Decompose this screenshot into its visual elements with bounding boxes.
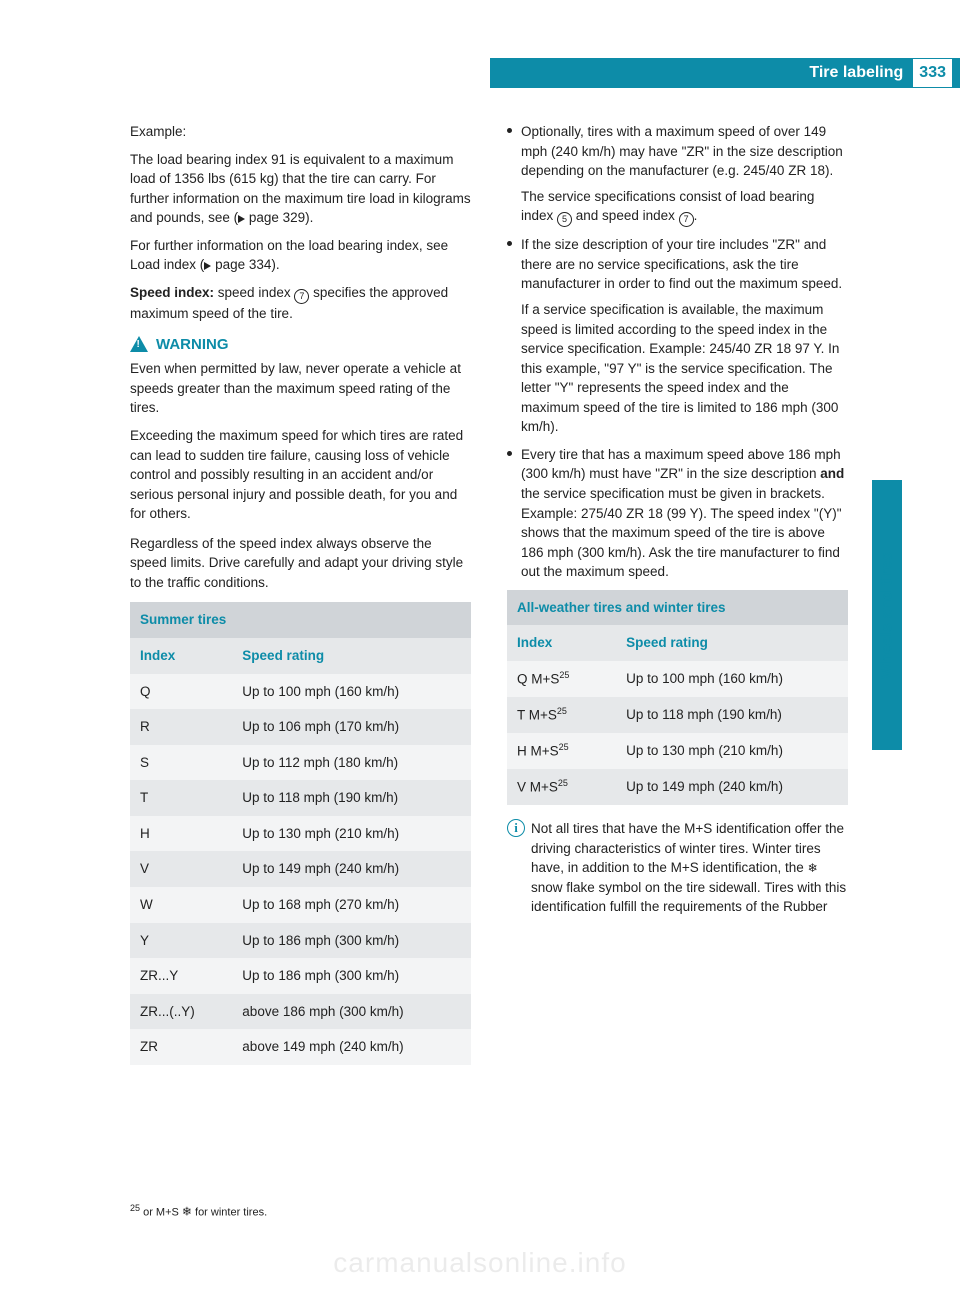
warning-text-2: Exceeding the maximum speed for which ti… bbox=[130, 426, 471, 524]
header-title: Tire labeling bbox=[809, 61, 903, 84]
cell: Up to 149 mph (240 km/h) bbox=[616, 769, 848, 805]
cell: S bbox=[130, 745, 232, 781]
cell: T M+S25 bbox=[507, 697, 616, 733]
col-header: Speed rating bbox=[232, 638, 471, 674]
winter-tires-table: All-weather tires and winter tires Index… bbox=[507, 590, 848, 805]
watermark: carmanualsonline.info bbox=[0, 1243, 960, 1284]
example-label: Example: bbox=[130, 122, 471, 142]
cell: Up to 106 mph (170 km/h) bbox=[232, 709, 471, 745]
cell: Up to 186 mph (300 km/h) bbox=[232, 923, 471, 959]
list-item: Every tire that has a maximum speed abov… bbox=[507, 445, 848, 582]
cell: T bbox=[130, 780, 232, 816]
ref-circle-icon: 7 bbox=[294, 289, 309, 304]
col-header: Speed rating bbox=[616, 625, 848, 661]
footnote: 25 or M+S ❄ for winter tires. bbox=[130, 1202, 267, 1222]
cell: ZR...(..Y) bbox=[130, 994, 232, 1030]
cell: H bbox=[130, 816, 232, 852]
page-number: 333 bbox=[913, 59, 952, 86]
ref-circle-icon: 7 bbox=[679, 212, 694, 227]
cell: H M+S25 bbox=[507, 733, 616, 769]
table-title: Summer tires bbox=[130, 602, 471, 638]
cell: Up to 100 mph (160 km/h) bbox=[616, 661, 848, 697]
sub-paragraph: If a service specification is available,… bbox=[521, 300, 848, 437]
info-icon: i bbox=[507, 819, 525, 837]
cell: Up to 168 mph (270 km/h) bbox=[232, 887, 471, 923]
list-item: Optionally, tires with a maximum speed o… bbox=[507, 122, 848, 227]
cell: ZR bbox=[130, 1029, 232, 1065]
load-index-explanation: The load bearing index 91 is equivalent … bbox=[130, 150, 471, 228]
header-bar: Tire labeling 333 bbox=[490, 58, 960, 88]
snowflake-icon: ❄ bbox=[808, 861, 818, 875]
cell: above 186 mph (300 km/h) bbox=[232, 994, 471, 1030]
cell: Y bbox=[130, 923, 232, 959]
cell: Up to 118 mph (190 km/h) bbox=[616, 697, 848, 733]
cell: Up to 186 mph (300 km/h) bbox=[232, 958, 471, 994]
warning-label: WARNING bbox=[156, 334, 229, 356]
snowflake-icon: ❄ bbox=[182, 1205, 192, 1219]
load-index-xref: For further information on the load bear… bbox=[130, 236, 471, 275]
col-header: Index bbox=[507, 625, 616, 661]
warning-heading: WARNING bbox=[130, 334, 471, 356]
warning-text-1: Even when permitted by law, never operat… bbox=[130, 359, 471, 418]
sub-paragraph: The service specifications consist of lo… bbox=[521, 187, 848, 228]
cell: above 149 mph (240 km/h) bbox=[232, 1029, 471, 1065]
left-column: Example: The load bearing index 91 is eq… bbox=[130, 122, 471, 1065]
warning-triangle-icon bbox=[130, 336, 148, 352]
cell: Up to 100 mph (160 km/h) bbox=[232, 674, 471, 710]
ref-circle-icon: 5 bbox=[557, 212, 572, 227]
cell: V bbox=[130, 851, 232, 887]
cell: Up to 118 mph (190 km/h) bbox=[232, 780, 471, 816]
cell: Up to 130 mph (210 km/h) bbox=[232, 816, 471, 852]
cell: R bbox=[130, 709, 232, 745]
cell: Up to 149 mph (240 km/h) bbox=[232, 851, 471, 887]
cell: V M+S25 bbox=[507, 769, 616, 805]
cell: Up to 112 mph (180 km/h) bbox=[232, 745, 471, 781]
table-title: All-weather tires and winter tires bbox=[507, 590, 848, 626]
speed-index-intro: Speed index: speed index 7 specifies the… bbox=[130, 283, 471, 324]
speed-limits-note: Regardless of the speed index always obs… bbox=[130, 534, 471, 593]
col-header: Index bbox=[130, 638, 232, 674]
summer-tires-table: Summer tires Index Speed rating QUp to 1… bbox=[130, 602, 471, 1064]
side-tab-label: Wheels and tires bbox=[872, 480, 902, 750]
cell: Up to 130 mph (210 km/h) bbox=[616, 733, 848, 769]
right-column: Optionally, tires with a maximum speed o… bbox=[507, 122, 848, 1065]
cell: W bbox=[130, 887, 232, 923]
list-item: If the size description of your tire inc… bbox=[507, 235, 848, 437]
info-block: i Not all tires that have the M+S identi… bbox=[507, 819, 848, 917]
zr-notes-list: Optionally, tires with a maximum speed o… bbox=[507, 122, 848, 582]
cell: ZR...Y bbox=[130, 958, 232, 994]
warning-block: WARNING Even when permitted by law, neve… bbox=[130, 334, 471, 524]
content-area: Example: The load bearing index 91 is eq… bbox=[130, 122, 848, 1065]
xref-icon bbox=[238, 215, 245, 223]
xref-icon bbox=[204, 262, 211, 270]
cell: Q M+S25 bbox=[507, 661, 616, 697]
cell: Q bbox=[130, 674, 232, 710]
